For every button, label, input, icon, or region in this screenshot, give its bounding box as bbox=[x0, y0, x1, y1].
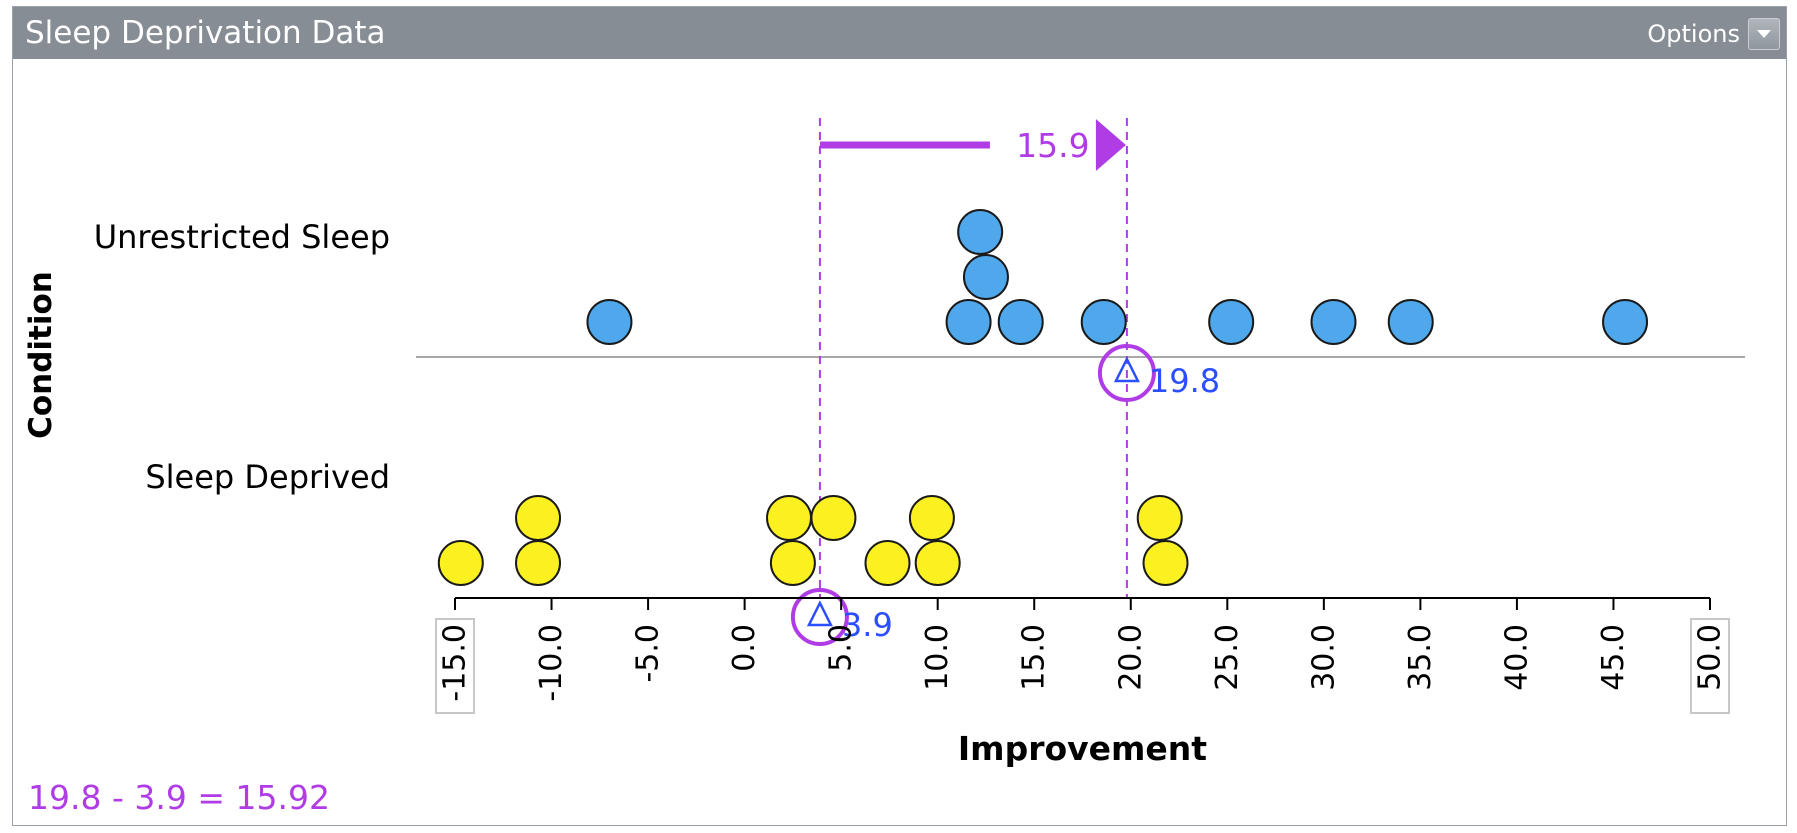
data-point[interactable] bbox=[515, 495, 562, 541]
data-point[interactable] bbox=[914, 540, 961, 586]
x-tick-label: 15.0 bbox=[1017, 624, 1052, 691]
options-button[interactable]: Options bbox=[1647, 17, 1780, 51]
mean-marker-circle[interactable] bbox=[1097, 344, 1156, 402]
data-point[interactable] bbox=[945, 299, 992, 345]
mean-triangle-icon bbox=[806, 600, 833, 627]
x-tick-label: -5.0 bbox=[631, 624, 666, 683]
data-point[interactable] bbox=[515, 540, 562, 586]
x-tick-label: 35.0 bbox=[1403, 624, 1438, 691]
x-tick-label: 5.0 bbox=[824, 624, 859, 672]
options-label: Options bbox=[1647, 20, 1740, 48]
x-tick-label: 25.0 bbox=[1210, 624, 1245, 691]
axis-end-handle[interactable] bbox=[435, 618, 475, 714]
group-label: Sleep Deprived bbox=[145, 458, 390, 496]
difference-label: 15.9 bbox=[1016, 126, 1089, 165]
difference-equation: 19.8 - 3.9 = 15.92 bbox=[28, 778, 330, 817]
mean-value-label: 19.8 bbox=[1149, 362, 1220, 400]
data-point[interactable] bbox=[864, 540, 911, 586]
x-tick-label: -15.0 bbox=[438, 624, 473, 702]
data-point[interactable] bbox=[1602, 299, 1649, 345]
x-tick-label: 10.0 bbox=[920, 624, 955, 691]
data-point[interactable] bbox=[997, 299, 1044, 345]
data-point[interactable] bbox=[437, 540, 484, 586]
y-axis-title: Condition bbox=[23, 271, 59, 439]
data-point[interactable] bbox=[1208, 299, 1255, 345]
data-point[interactable] bbox=[769, 540, 816, 586]
x-tick-label: 45.0 bbox=[1596, 624, 1631, 691]
x-tick-label: 50.0 bbox=[1693, 624, 1728, 691]
data-point[interactable] bbox=[810, 495, 857, 541]
title-bar: Sleep Deprivation Data Options bbox=[13, 7, 1786, 59]
mean-marker-circle[interactable] bbox=[790, 588, 849, 646]
data-point[interactable] bbox=[1142, 540, 1189, 586]
x-tick-label: 40.0 bbox=[1499, 624, 1534, 691]
data-point[interactable] bbox=[957, 209, 1004, 255]
data-point[interactable] bbox=[908, 495, 955, 541]
x-tick-label: 20.0 bbox=[1113, 624, 1148, 691]
x-axis-title: Improvement bbox=[958, 729, 1207, 768]
mean-value-label: 3.9 bbox=[842, 606, 893, 644]
data-point[interactable] bbox=[1136, 495, 1183, 541]
x-tick-label: 30.0 bbox=[1306, 624, 1341, 691]
data-point[interactable] bbox=[586, 299, 633, 345]
difference-arrowhead-icon bbox=[1095, 119, 1126, 171]
mean-triangle-icon bbox=[1113, 356, 1140, 383]
x-tick-label: 0.0 bbox=[727, 624, 762, 672]
group-label: Unrestricted Sleep bbox=[94, 218, 390, 256]
x-tick-label: -10.0 bbox=[534, 624, 569, 702]
data-point[interactable] bbox=[1310, 299, 1357, 345]
window-title: Sleep Deprivation Data bbox=[25, 15, 386, 51]
data-point[interactable] bbox=[766, 495, 813, 541]
chevron-down-icon[interactable] bbox=[1748, 18, 1780, 50]
data-point[interactable] bbox=[1080, 299, 1127, 345]
data-point[interactable] bbox=[962, 254, 1009, 300]
data-point[interactable] bbox=[1387, 299, 1434, 345]
axis-end-handle[interactable] bbox=[1690, 618, 1730, 714]
